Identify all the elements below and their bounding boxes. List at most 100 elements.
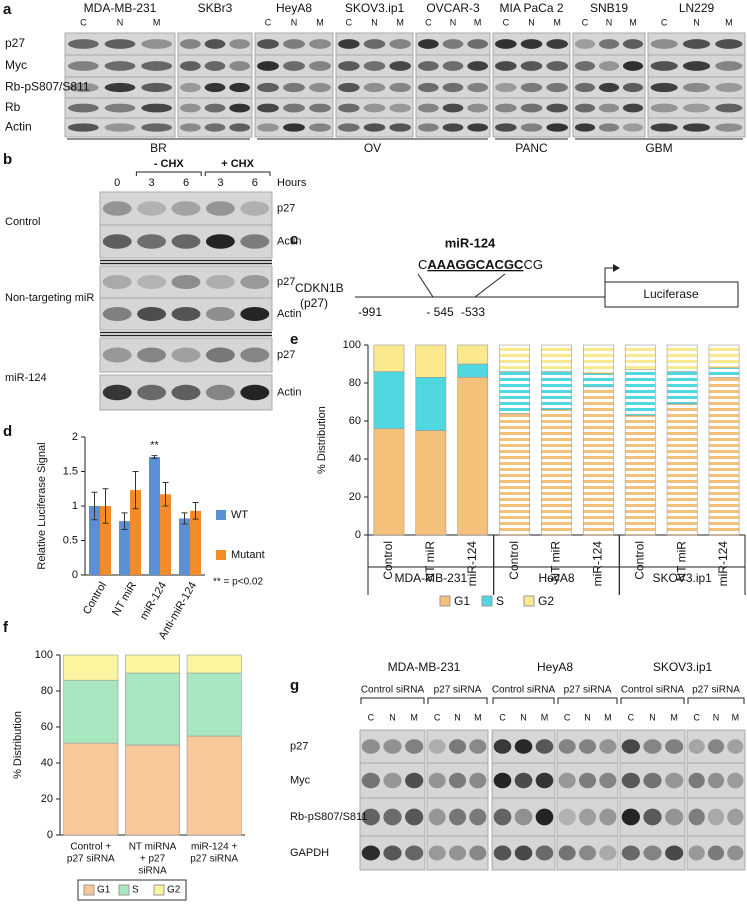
condition: miR-124: [5, 372, 47, 384]
band: [448, 808, 467, 826]
x-tick-label: miR-124: [591, 541, 605, 587]
lane-label: C: [499, 712, 506, 722]
bar-segment: [499, 371, 530, 414]
band: [469, 739, 487, 754]
y-tick-label: 0: [72, 569, 78, 581]
band: [598, 61, 620, 71]
band: [383, 845, 402, 861]
lane-label: M: [670, 712, 678, 722]
y-tick-label: 20: [41, 793, 53, 805]
bar-segment: [373, 371, 405, 429]
band: [621, 845, 640, 861]
lane-label: C: [582, 17, 589, 27]
band: [102, 274, 132, 290]
lane-label: C: [368, 712, 375, 722]
band: [257, 82, 279, 93]
band: [495, 123, 517, 132]
position: - 545: [426, 305, 454, 319]
error-bar: [162, 482, 169, 507]
cell-line: SNB19: [590, 1, 628, 15]
band: [448, 772, 467, 789]
bar-segment: [624, 414, 656, 536]
timepoint: 6: [183, 177, 189, 189]
legend-label: Mutant: [231, 549, 265, 561]
band: [598, 39, 620, 49]
band: [682, 39, 711, 49]
position: -991: [358, 305, 382, 319]
y-axis-title: Relative Luciferase Signal: [36, 442, 48, 569]
timepoint: 3: [217, 177, 223, 189]
gene-alias: (p27): [300, 296, 328, 310]
blot: [426, 762, 489, 799]
group-label: PANC: [515, 141, 548, 155]
sirna: Control siRNA: [492, 685, 556, 696]
y-tick-label: 0.5: [63, 534, 78, 546]
band: [179, 82, 201, 93]
lane-label: N: [291, 17, 298, 27]
band: [622, 103, 644, 113]
row-label: p27: [290, 740, 308, 752]
band: [520, 61, 543, 71]
band: [179, 123, 201, 132]
band: [309, 61, 331, 71]
blot: [556, 797, 619, 837]
band: [574, 82, 596, 93]
y-tick-label: 1: [72, 500, 78, 512]
band: [650, 39, 678, 49]
bar: [190, 510, 201, 575]
legend-label: S: [132, 885, 139, 896]
band: [688, 808, 705, 826]
bar-segment: [186, 672, 242, 737]
bracket: [427, 697, 488, 704]
band: [727, 772, 744, 789]
band: [546, 103, 568, 113]
band: [469, 845, 487, 861]
x-tick-label: miR-124: [716, 541, 730, 587]
band: [137, 201, 167, 216]
band: [417, 61, 439, 71]
band: [650, 123, 678, 132]
cell-line: HeyA8: [537, 660, 573, 674]
bar: [100, 506, 111, 575]
band: [104, 123, 136, 132]
y-tick-label: 80: [41, 685, 53, 697]
group-label: GBM: [645, 141, 672, 155]
band: [204, 39, 226, 49]
band: [467, 61, 489, 71]
band: [448, 739, 467, 754]
band: [204, 61, 226, 71]
sequence: CAAAGGCACGCCG: [418, 257, 543, 272]
band: [67, 82, 99, 93]
band: [141, 61, 173, 71]
band: [204, 82, 226, 93]
blot: [686, 835, 746, 871]
bar-segment: [624, 344, 656, 371]
band: [102, 384, 132, 401]
band: [389, 123, 411, 132]
y-tick-label: 40: [41, 757, 53, 769]
bar-segment: [63, 742, 119, 836]
bar-segment: [373, 428, 405, 536]
reporter: Luciferase: [643, 287, 699, 301]
band: [665, 772, 684, 789]
band: [363, 39, 386, 49]
band: [495, 103, 517, 113]
lane-label: M: [474, 712, 482, 722]
lane-label: C: [80, 17, 87, 27]
band: [363, 123, 386, 132]
band: [205, 201, 235, 216]
x-tick-label: p27 siRNA: [67, 854, 115, 865]
band: [643, 772, 662, 789]
bar-segment: [457, 344, 489, 365]
band: [67, 61, 99, 71]
band: [104, 103, 136, 113]
y-tick-label: 60: [41, 721, 53, 733]
band: [205, 347, 235, 363]
bar-segment: [373, 344, 405, 372]
band: [688, 845, 705, 861]
error-bar: [181, 512, 188, 525]
bar-segment: [125, 744, 180, 836]
lane-label: M: [732, 712, 740, 722]
bar-segment: [63, 654, 119, 681]
band: [495, 82, 517, 93]
